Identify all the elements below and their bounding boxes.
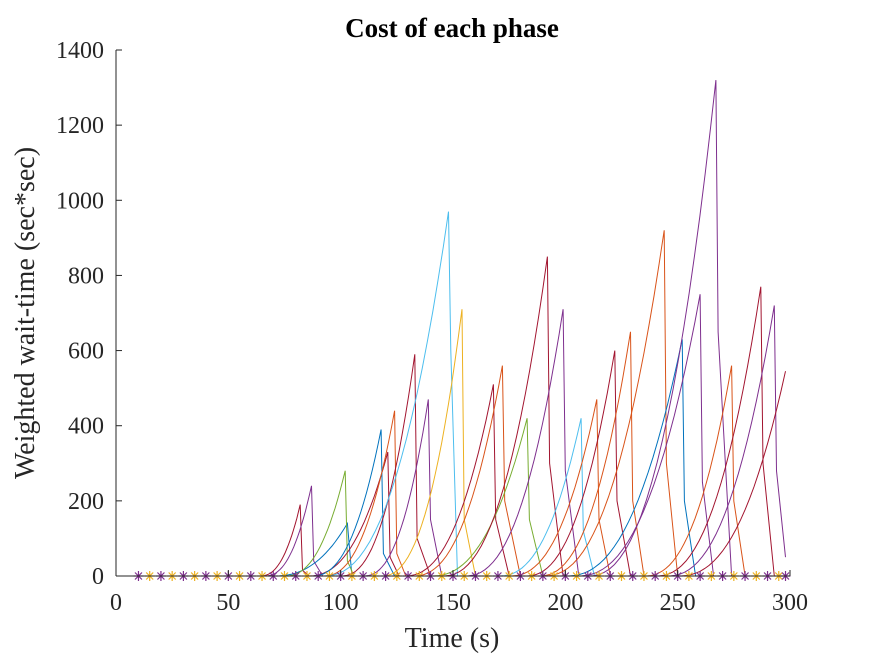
series-line-11 xyxy=(381,309,476,577)
series-line-21 xyxy=(542,230,679,577)
series-line-27 xyxy=(666,305,786,577)
y-tick-label: 1000 xyxy=(56,188,104,214)
chart-title: Cost of each phase xyxy=(345,13,559,43)
x-tick-label: 200 xyxy=(547,590,583,616)
x-axis-label: Time (s) xyxy=(405,623,500,654)
series-line-24 xyxy=(587,80,733,577)
series-line-6 xyxy=(311,429,396,577)
series-line-8 xyxy=(340,354,431,577)
x-tick-label: 0 xyxy=(110,590,122,616)
series-line-18 xyxy=(509,399,611,577)
y-axis-label: Weighted wait-time (sec*sec) xyxy=(10,147,41,479)
axes-group: 0 50 100 150 200 250 300 0 200 400 600 800 1000 1200 1… xyxy=(56,38,808,616)
series-line-10 xyxy=(322,211,458,577)
x-tick-label: 100 xyxy=(323,590,359,616)
series-line-22 xyxy=(565,339,697,577)
x-tick-label: 50 xyxy=(216,590,240,616)
y-tick-label: 0 xyxy=(92,564,104,590)
series-line-26 xyxy=(655,286,775,577)
series-line-15 xyxy=(441,256,564,577)
series-line-14 xyxy=(430,418,544,577)
y-tick-label: 1200 xyxy=(56,113,104,139)
series-line-16 xyxy=(464,309,580,577)
y-tick-label: 600 xyxy=(68,339,104,365)
series-line-17 xyxy=(497,418,595,577)
series-line-13 xyxy=(412,365,521,577)
y-tick-label: 800 xyxy=(68,263,104,289)
y-tick-label: 200 xyxy=(68,489,104,515)
series-line-7 xyxy=(322,410,407,577)
series-line-1 xyxy=(259,504,310,577)
series-line-25 xyxy=(643,365,746,577)
y-tick-label: 1400 xyxy=(56,38,104,64)
x-tick-label: 250 xyxy=(660,590,696,616)
x-tick-label: 150 xyxy=(435,590,471,616)
series-line-20 xyxy=(538,331,645,577)
series-line-28 xyxy=(677,371,786,577)
x-tick-label: 300 xyxy=(772,590,808,616)
series-line-19 xyxy=(524,350,631,577)
y-tick-label: 400 xyxy=(68,414,104,440)
